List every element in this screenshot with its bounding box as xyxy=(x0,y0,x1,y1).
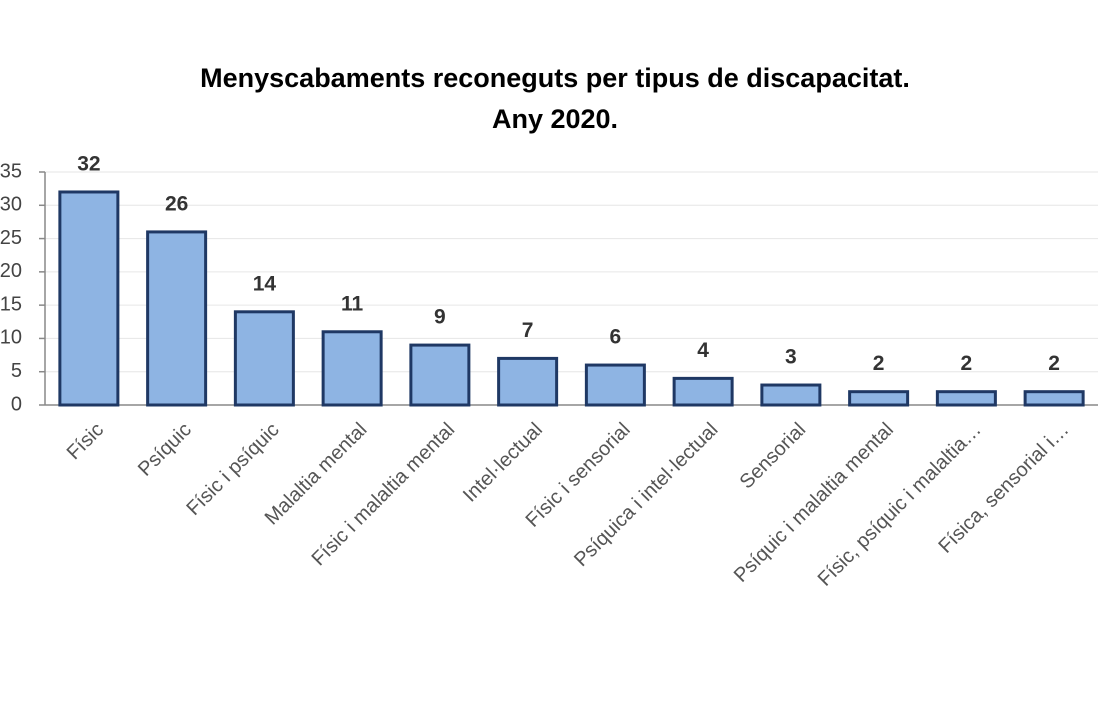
bar xyxy=(760,383,822,407)
x-tick-label: Físic xyxy=(63,419,108,464)
value-label: 11 xyxy=(341,292,364,315)
bar xyxy=(584,363,646,407)
value-label: 2 xyxy=(1048,352,1060,375)
y-tick-label: 0 xyxy=(11,393,22,415)
bar xyxy=(497,356,559,407)
value-label: 26 xyxy=(165,192,188,215)
value-label: 4 xyxy=(697,339,709,362)
bar xyxy=(672,376,734,407)
value-label: 3 xyxy=(785,346,797,369)
value-label: 6 xyxy=(610,326,622,349)
value-label: 2 xyxy=(873,352,885,375)
y-tick-label: 20 xyxy=(0,260,22,282)
x-tick-label: Intel·lectual xyxy=(459,419,547,507)
y-tick-label: 10 xyxy=(0,327,22,349)
bar xyxy=(1023,390,1085,407)
bar xyxy=(233,310,295,407)
value-label: 32 xyxy=(77,153,100,176)
bar xyxy=(848,390,910,407)
chart-title: Menyscabaments reconeguts per tipus de d… xyxy=(200,63,910,93)
bar xyxy=(58,190,120,407)
y-tick-label: 5 xyxy=(11,360,22,382)
y-tick-label: 15 xyxy=(0,293,22,315)
value-label: 14 xyxy=(253,272,277,295)
value-label: 9 xyxy=(434,306,446,329)
x-tick-label: Sensorial xyxy=(736,419,811,494)
y-tick-label: 30 xyxy=(0,194,22,216)
bar xyxy=(146,230,208,407)
chart-title: Any 2020. xyxy=(492,104,618,134)
bar xyxy=(321,330,383,407)
x-tick-label: Físic i malaltia mental xyxy=(308,419,460,571)
x-tick-label: Psíquica i intel·lectual xyxy=(570,419,722,571)
bar xyxy=(935,390,997,407)
x-tick-label: Psíquic xyxy=(134,419,196,481)
value-label: 2 xyxy=(961,352,973,375)
value-label: 7 xyxy=(522,319,534,342)
x-tick-label: Físic, psíquic i malaltia… xyxy=(814,419,986,591)
bar xyxy=(409,343,471,407)
y-tick-label: 25 xyxy=(0,227,22,249)
y-tick-label: 35 xyxy=(0,160,22,182)
x-tick-label: Psíquic i malaltia mental xyxy=(730,419,898,587)
